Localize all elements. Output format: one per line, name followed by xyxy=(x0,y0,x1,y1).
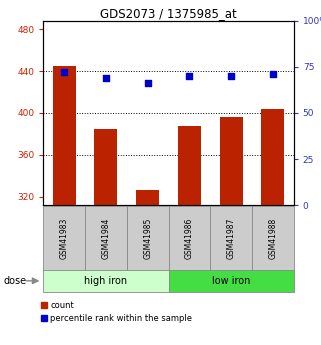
Text: GSM41986: GSM41986 xyxy=(185,218,194,259)
Text: GSM41984: GSM41984 xyxy=(101,218,110,259)
Bar xyxy=(43,270,169,292)
Point xyxy=(103,75,108,81)
Text: GSM41988: GSM41988 xyxy=(268,218,277,259)
Bar xyxy=(261,109,284,205)
Point xyxy=(229,73,234,79)
Bar xyxy=(85,206,127,271)
Bar xyxy=(94,129,117,205)
Text: GSM41987: GSM41987 xyxy=(227,218,236,259)
Text: high iron: high iron xyxy=(84,276,127,286)
Title: GDS2073 / 1375985_at: GDS2073 / 1375985_at xyxy=(100,7,237,20)
Text: GSM41983: GSM41983 xyxy=(60,218,69,259)
Bar xyxy=(53,66,76,205)
Bar xyxy=(220,117,243,205)
Bar xyxy=(127,206,169,271)
Bar xyxy=(252,206,294,271)
Point xyxy=(187,73,192,79)
Text: dose: dose xyxy=(3,276,26,286)
Bar xyxy=(169,206,210,271)
Point xyxy=(62,70,67,75)
Point xyxy=(270,71,275,77)
Bar xyxy=(43,206,85,271)
Bar xyxy=(136,189,159,205)
Point xyxy=(145,81,150,86)
Text: low iron: low iron xyxy=(212,276,250,286)
Legend: count, percentile rank within the sample: count, percentile rank within the sample xyxy=(41,301,192,323)
Bar xyxy=(178,126,201,205)
Bar xyxy=(169,270,294,292)
Bar xyxy=(210,206,252,271)
Text: GSM41985: GSM41985 xyxy=(143,218,152,259)
